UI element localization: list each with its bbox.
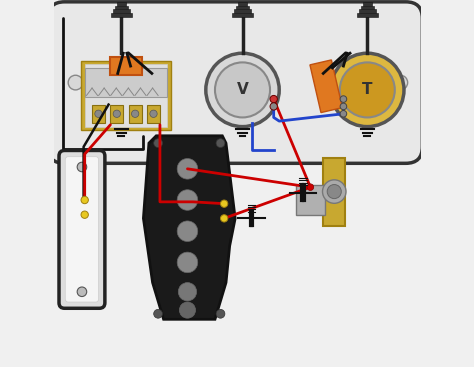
Circle shape <box>150 110 157 117</box>
Circle shape <box>340 110 347 117</box>
Circle shape <box>307 184 314 190</box>
Bar <box>296 185 325 215</box>
Bar <box>110 57 142 75</box>
Circle shape <box>340 62 395 117</box>
Bar <box>85 64 167 127</box>
Circle shape <box>206 53 279 127</box>
Circle shape <box>178 283 197 301</box>
Circle shape <box>330 53 404 127</box>
Circle shape <box>154 309 163 318</box>
Bar <box>129 105 142 123</box>
Circle shape <box>154 139 163 148</box>
Bar <box>111 13 132 17</box>
FancyBboxPatch shape <box>59 150 105 308</box>
Circle shape <box>81 196 88 204</box>
Bar <box>224 66 261 114</box>
Bar <box>147 105 160 123</box>
Circle shape <box>177 252 198 273</box>
Bar <box>115 6 128 9</box>
Circle shape <box>177 190 198 210</box>
Circle shape <box>95 110 102 117</box>
Polygon shape <box>144 136 235 319</box>
Bar <box>323 158 345 226</box>
Circle shape <box>131 110 139 117</box>
Circle shape <box>77 287 87 297</box>
Circle shape <box>340 96 347 102</box>
Circle shape <box>216 139 225 148</box>
Circle shape <box>216 309 225 318</box>
Circle shape <box>340 103 347 110</box>
Bar <box>117 2 126 6</box>
Bar <box>357 13 378 17</box>
Bar <box>361 6 374 9</box>
Circle shape <box>68 75 83 90</box>
Bar <box>349 66 386 114</box>
Circle shape <box>270 103 277 110</box>
Text: V: V <box>237 83 248 97</box>
Circle shape <box>270 95 277 103</box>
Bar <box>113 9 130 13</box>
Circle shape <box>77 162 87 172</box>
Circle shape <box>215 62 270 117</box>
Bar <box>363 2 372 6</box>
Circle shape <box>177 221 198 241</box>
Bar <box>92 105 105 123</box>
Circle shape <box>179 302 196 318</box>
Bar <box>85 68 167 97</box>
Bar <box>236 6 249 9</box>
Circle shape <box>177 159 198 179</box>
Circle shape <box>113 110 120 117</box>
Circle shape <box>322 180 346 203</box>
Bar <box>359 9 376 13</box>
Circle shape <box>220 215 228 222</box>
Circle shape <box>81 211 88 218</box>
Circle shape <box>220 200 228 207</box>
Bar <box>81 61 171 130</box>
Bar <box>238 2 247 6</box>
Bar <box>232 13 253 17</box>
Polygon shape <box>310 60 342 113</box>
FancyBboxPatch shape <box>65 157 99 302</box>
Circle shape <box>327 185 341 199</box>
Circle shape <box>393 75 408 90</box>
Bar <box>234 9 251 13</box>
Bar <box>110 105 123 123</box>
Text: T: T <box>362 83 373 97</box>
FancyBboxPatch shape <box>48 2 422 163</box>
